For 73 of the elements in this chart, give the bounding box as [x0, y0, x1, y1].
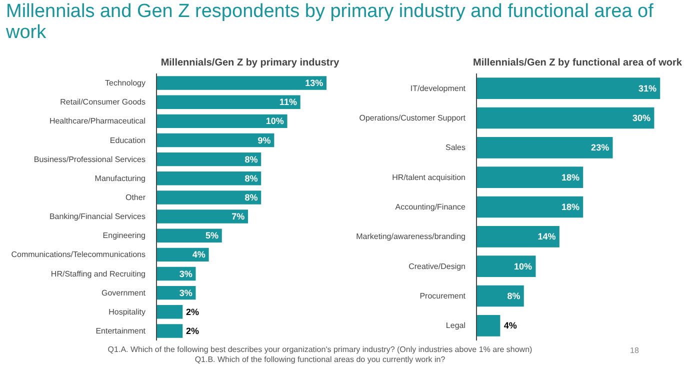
bar — [476, 285, 524, 307]
bar — [476, 136, 613, 158]
y-tick-label: Procurement — [420, 292, 466, 300]
chart-title: Millennials/Gen Z by primary industry — [160, 58, 340, 68]
text: Q1.B. Which of the following functional areas do you currently work in? — [194, 354, 446, 364]
bar — [156, 228, 222, 242]
text: Q1.A. Which of the following best describes your organization's primary industry? (Only industries above 1% are shown) — [108, 345, 532, 354]
bar — [476, 226, 560, 248]
chart-title: Millennials/Gen Z by functional area of work — [473, 58, 682, 68]
bar — [156, 248, 209, 262]
data-label: 30% — [632, 113, 651, 123]
data-label: 2% — [186, 306, 200, 317]
data-label: 14% — [538, 232, 556, 242]
bar — [476, 78, 660, 100]
data-label: 8% — [244, 173, 258, 184]
data-label: 8% — [244, 192, 258, 202]
y-tick-label: Marketing/awareness/branding — [356, 232, 466, 242]
data-label: 9% — [258, 135, 271, 146]
y-tick-label: Communications/Telecommunications — [11, 250, 146, 260]
y-tick-label: Retail/Consumer Goods — [60, 98, 146, 107]
data-label: 4% — [504, 320, 517, 331]
y-tick-label: Healthcare/Pharmaceutical — [49, 116, 146, 126]
data-label: 3% — [179, 268, 192, 279]
bar — [156, 210, 248, 224]
data-label: 7% — [232, 212, 245, 222]
text: Millennials and Gen Z respondents by primary industry and functional area of work — [6, 1, 654, 44]
data-label: 18% — [561, 172, 580, 182]
y-tick-label: Education — [110, 136, 146, 145]
bar — [156, 152, 262, 166]
data-label: 5% — [205, 230, 218, 241]
y-tick-label: Operations/Customer Support — [359, 114, 466, 122]
bar — [476, 314, 500, 336]
bar — [156, 305, 183, 319]
bar — [156, 95, 300, 109]
data-label: 8% — [507, 291, 520, 301]
data-label: 3% — [179, 288, 192, 298]
bar — [156, 190, 262, 204]
y-tick-label: Accounting/Finance — [395, 202, 466, 212]
bar — [476, 256, 536, 278]
data-label: 31% — [638, 83, 656, 94]
y-tick-label: Banking/Financial Services — [49, 212, 146, 222]
y-tick-label: Hospitality — [108, 307, 146, 316]
y-tick-label: Sales — [445, 143, 466, 152]
bar — [156, 324, 183, 338]
y-tick-label: HR/Staffing and Recruiting — [50, 269, 146, 278]
data-label: 11% — [279, 97, 297, 108]
data-label: 10% — [266, 116, 284, 126]
bar — [156, 172, 262, 186]
bar — [156, 114, 288, 128]
data-label: 4% — [192, 250, 206, 260]
bar — [476, 107, 654, 129]
y-tick-label: HR/talent acquisition — [392, 172, 466, 182]
data-label: 10% — [514, 261, 532, 272]
y-tick-label: IT/development — [410, 84, 466, 93]
data-label: 2% — [186, 326, 200, 336]
bar — [156, 133, 274, 148]
data-label: 18% — [561, 202, 580, 212]
text: 18 — [630, 345, 639, 356]
y-tick-label: Business/Professional Services — [34, 154, 146, 164]
data-label: 13% — [305, 78, 324, 88]
y-tick-label: Creative/Design — [408, 262, 466, 271]
y-tick-label: Entertainment — [96, 326, 146, 336]
bar — [476, 166, 584, 188]
y-tick-label: Government — [101, 288, 146, 298]
bar — [156, 76, 326, 90]
data-label: 8% — [244, 154, 258, 164]
data-label: 23% — [591, 142, 610, 153]
y-tick-label: Legal — [446, 321, 466, 330]
y-tick-label: Manufacturing — [94, 174, 146, 183]
y-tick-label: Technology — [105, 78, 146, 88]
y-tick-label: Engineering — [102, 231, 146, 240]
bar — [476, 196, 584, 218]
y-tick-label: Other — [125, 192, 146, 202]
